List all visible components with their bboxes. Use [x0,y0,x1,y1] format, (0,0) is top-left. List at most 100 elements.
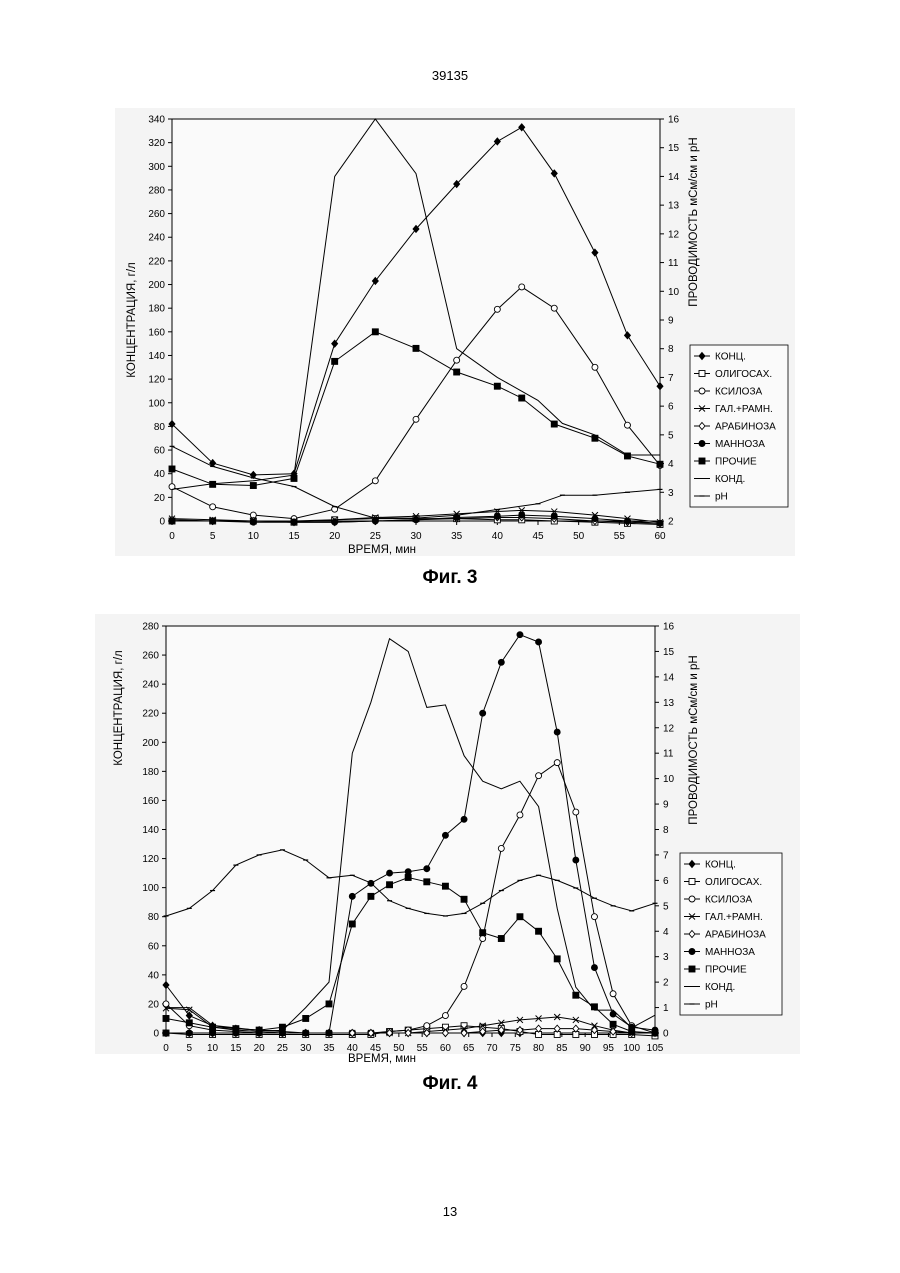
y-tick-label: 20 [148,999,160,1010]
x-tick-label: 55 [417,1043,429,1054]
y2-tick-label: 13 [663,698,675,709]
data-point [461,983,467,989]
x-tick-label: 20 [254,1043,266,1054]
y-tick-label: 160 [142,796,159,807]
y-tick-label: 260 [142,651,159,662]
y-tick-label: 200 [142,738,159,749]
y2-tick-label: 14 [663,672,675,683]
y-tick-label: 120 [142,854,159,865]
data-point [498,845,504,851]
y-tick-label: 100 [142,883,159,894]
data-point [573,857,579,863]
y-axis-title: КОНЦЕНТРАЦИЯ, г/л [113,650,125,765]
data-point [405,869,411,875]
data-point [326,1030,332,1036]
y-tick-label: 0 [153,1029,159,1040]
y2-tick-label: 0 [663,1029,669,1040]
x-tick-label: 15 [230,1043,242,1054]
data-point [480,710,486,716]
data-point [517,632,523,638]
data-point [536,639,542,645]
y2-tick-label: 5 [663,901,669,912]
legend-swatch-marker [689,896,695,902]
data-point [186,1030,192,1036]
data-point [591,914,597,920]
data-point [326,1001,332,1007]
y-tick-label: 240 [142,680,159,691]
y2-tick-label: 1 [663,1003,669,1014]
x-tick-label: 80 [533,1043,545,1054]
chart-legend: КОНЦ.ОЛИГОСАХ.КСИЛОЗАГАЛ.+РАМН.АРАБИНОЗА… [680,853,782,1015]
legend-label: КСИЛОЗА [705,895,753,906]
x-tick-label: 65 [463,1043,475,1054]
plot-area-frame [166,626,655,1033]
legend-label: ОЛИГОСАХ. [705,877,762,888]
data-point [573,809,579,815]
data-point [498,936,504,942]
y2-tick-label: 10 [663,774,675,785]
data-point [610,1021,616,1027]
x-tick-label: 10 [207,1043,219,1054]
legend-swatch-marker [689,966,695,972]
page-bottom-number: 13 [400,1204,500,1219]
data-point [461,896,467,902]
y2-tick-label: 7 [663,850,669,861]
y2-axis-title: ПРОВОДИМОСТЬ мСм/см и pH [688,655,700,824]
legend-swatch-marker [689,879,695,885]
y-tick-label: 80 [148,912,160,923]
data-point [554,729,560,735]
data-point [442,1013,448,1019]
data-point [163,1030,169,1036]
y2-tick-label: 4 [663,927,669,938]
data-point [536,928,542,934]
y-tick-label: 60 [148,941,160,952]
chart-fig4: 0510152025303540455055606570758085909510… [0,0,900,1100]
data-point [349,893,355,899]
y-tick-label: 180 [142,767,159,778]
x-tick-label: 30 [300,1043,312,1054]
y2-tick-label: 9 [663,800,669,811]
data-point [652,1030,658,1036]
y-tick-label: 280 [142,622,159,633]
y2-tick-label: 12 [663,723,675,734]
legend-label: ГАЛ.+РАМН. [705,912,763,923]
legend-label: КОНД. [705,982,735,993]
data-point [424,1023,430,1029]
x-tick-label: 100 [623,1043,640,1054]
data-point [233,1026,239,1032]
data-point [163,1015,169,1021]
data-point [498,659,504,665]
legend-swatch-marker [689,949,695,955]
x-axis-title: ВРЕМЯ, мин [348,1053,416,1065]
data-point [210,1030,216,1036]
data-point [629,1029,635,1035]
data-point [517,914,523,920]
data-point [279,1024,285,1030]
data-point [186,1020,192,1026]
data-point [424,866,430,872]
data-point [554,956,560,962]
data-point [573,992,579,998]
x-tick-label: 60 [440,1043,452,1054]
x-tick-label: 75 [510,1043,522,1054]
legend-label: АРАБИНОЗА [705,930,766,941]
x-tick-label: 70 [486,1043,498,1054]
x-tick-label: 0 [163,1043,169,1054]
y2-tick-label: 3 [663,952,669,963]
data-point [303,1015,309,1021]
data-point [480,936,486,942]
x-tick-label: 85 [556,1043,568,1054]
y-tick-label: 40 [148,970,160,981]
data-point [442,832,448,838]
figure-caption-fig4: Фиг. 4 [350,1073,550,1095]
data-point [442,883,448,889]
data-point [480,930,486,936]
data-point [387,882,393,888]
data-point [387,870,393,876]
data-point [461,816,467,822]
y2-tick-label: 2 [663,978,669,989]
data-point [405,874,411,880]
x-tick-label: 95 [603,1043,615,1054]
y-tick-label: 220 [142,709,159,720]
legend-label: pH [705,1000,718,1011]
